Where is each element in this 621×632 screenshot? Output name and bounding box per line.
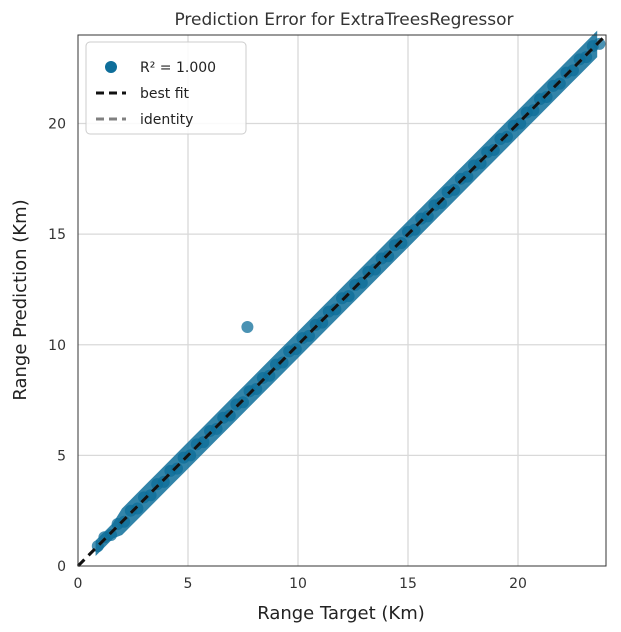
scatter-point [210, 422, 223, 435]
x-axis-label: Range Target (Km) [257, 603, 425, 624]
x-tick-label: 0 [74, 576, 83, 592]
y-tick-label: 10 [48, 338, 66, 354]
y-tick-label: 15 [48, 227, 66, 243]
scatter-point [289, 343, 302, 356]
scatter-point [435, 197, 447, 210]
legend-label-best-fit: best fit [140, 86, 190, 102]
scatter-point [197, 436, 210, 449]
scatter-point [395, 236, 408, 249]
scatter-point [131, 502, 144, 515]
legend-box [85, 41, 247, 135]
legend-label-identity: identity [140, 112, 193, 128]
scatter-point [157, 475, 170, 488]
scatter-point [250, 383, 263, 395]
x-tick-label: 15 [399, 576, 417, 592]
scatter-point [421, 210, 434, 223]
scatter-point [241, 321, 254, 334]
scatter-point [237, 396, 249, 409]
scatter-point [369, 263, 381, 276]
scatter-point [316, 316, 329, 329]
scatter-point [567, 64, 579, 77]
scatter-point [448, 183, 461, 196]
scatter-point [527, 104, 540, 117]
y-tick-label: 20 [48, 117, 66, 133]
scatter-point [144, 489, 157, 502]
legend-label-r2: R² = 1.000 [140, 60, 216, 76]
x-tick-label: 5 [184, 576, 193, 592]
scatter-point [118, 515, 131, 528]
scatter-point [593, 37, 606, 50]
scatter-point [329, 303, 342, 316]
scatter-point [501, 130, 513, 143]
scatter-point [540, 90, 553, 103]
scatter-points [91, 30, 606, 557]
y-axis-label: Range Prediction (Km) [10, 199, 31, 400]
plot-border [77, 34, 607, 567]
scatter-point [184, 449, 197, 462]
legend-marker-r2 [105, 61, 117, 73]
best-fit-line [76, 33, 608, 568]
scatter-point [514, 117, 527, 130]
y-tick-label: 5 [57, 448, 66, 464]
axis-ticks: 0 5 10 15 20 0 5 10 15 20 [48, 117, 527, 593]
x-tick-label: 10 [289, 576, 307, 592]
plot-frame [77, 34, 607, 567]
scatter-point [382, 250, 395, 263]
scatter-point [487, 144, 500, 157]
chart-title: Prediction Error for ExtraTreesRegressor [174, 10, 513, 30]
scatter-point [461, 170, 474, 183]
scatter-point [276, 356, 289, 369]
y-tick-label: 0 [57, 559, 66, 575]
scatter-point [171, 462, 183, 475]
scatter-point [553, 77, 566, 90]
x-tick-label: 20 [509, 576, 527, 592]
scatter-point [342, 290, 355, 303]
fit-lines [76, 33, 608, 568]
scatter-point [580, 51, 593, 64]
scatter-point [105, 529, 117, 542]
scatter-point [263, 369, 276, 382]
scatter-point [474, 157, 487, 170]
scatter-point [355, 276, 368, 289]
scatter-point [303, 329, 315, 342]
scatter-point [223, 409, 236, 422]
legend: R² = 1.000 best fit identity [85, 41, 247, 135]
scatter-point [408, 223, 421, 236]
